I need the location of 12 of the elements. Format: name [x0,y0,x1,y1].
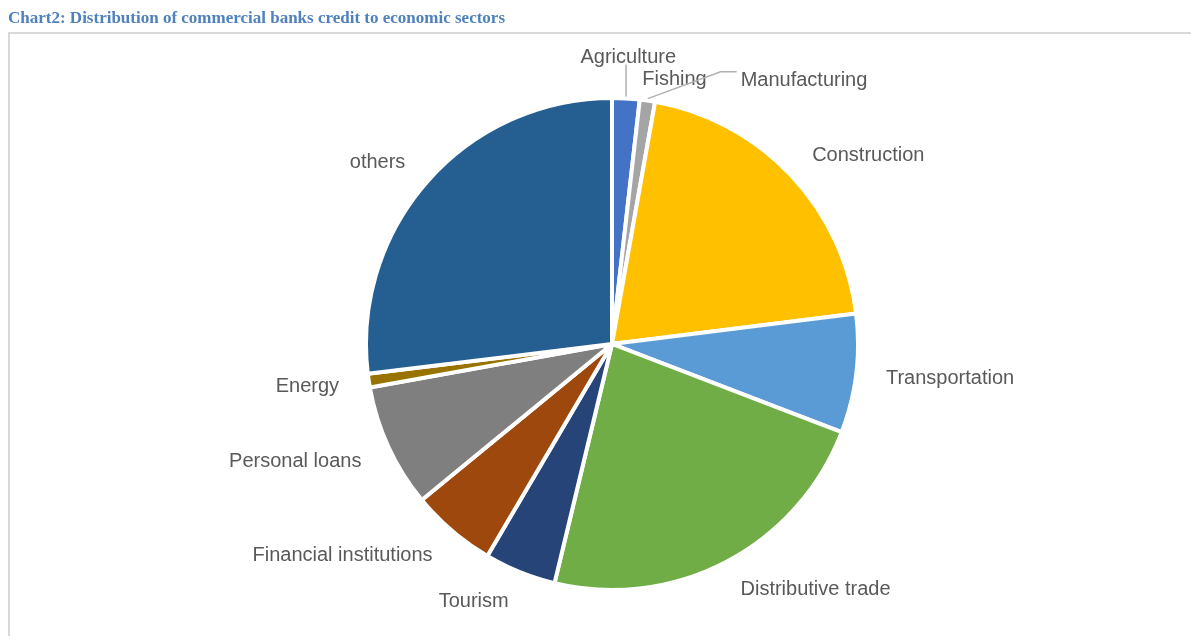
chart-title: Chart2: Distribution of commercial banks credit to economic sectors [8,8,506,28]
slice-label: Manufacturing [740,67,868,90]
slice-label: Personal loans [229,448,362,471]
category-label: Fishing [642,66,707,89]
slice-label: Transportation [885,366,1015,389]
slice-label: Distributive trade [740,577,891,600]
slice-label: Tourism [438,588,509,611]
slice-label: Agriculture [580,45,677,68]
slice-label: Construction [812,142,925,165]
slice-label: Financial institutions [252,542,433,565]
slice-label: Energy [275,374,340,397]
slice-label: others [349,150,406,172]
